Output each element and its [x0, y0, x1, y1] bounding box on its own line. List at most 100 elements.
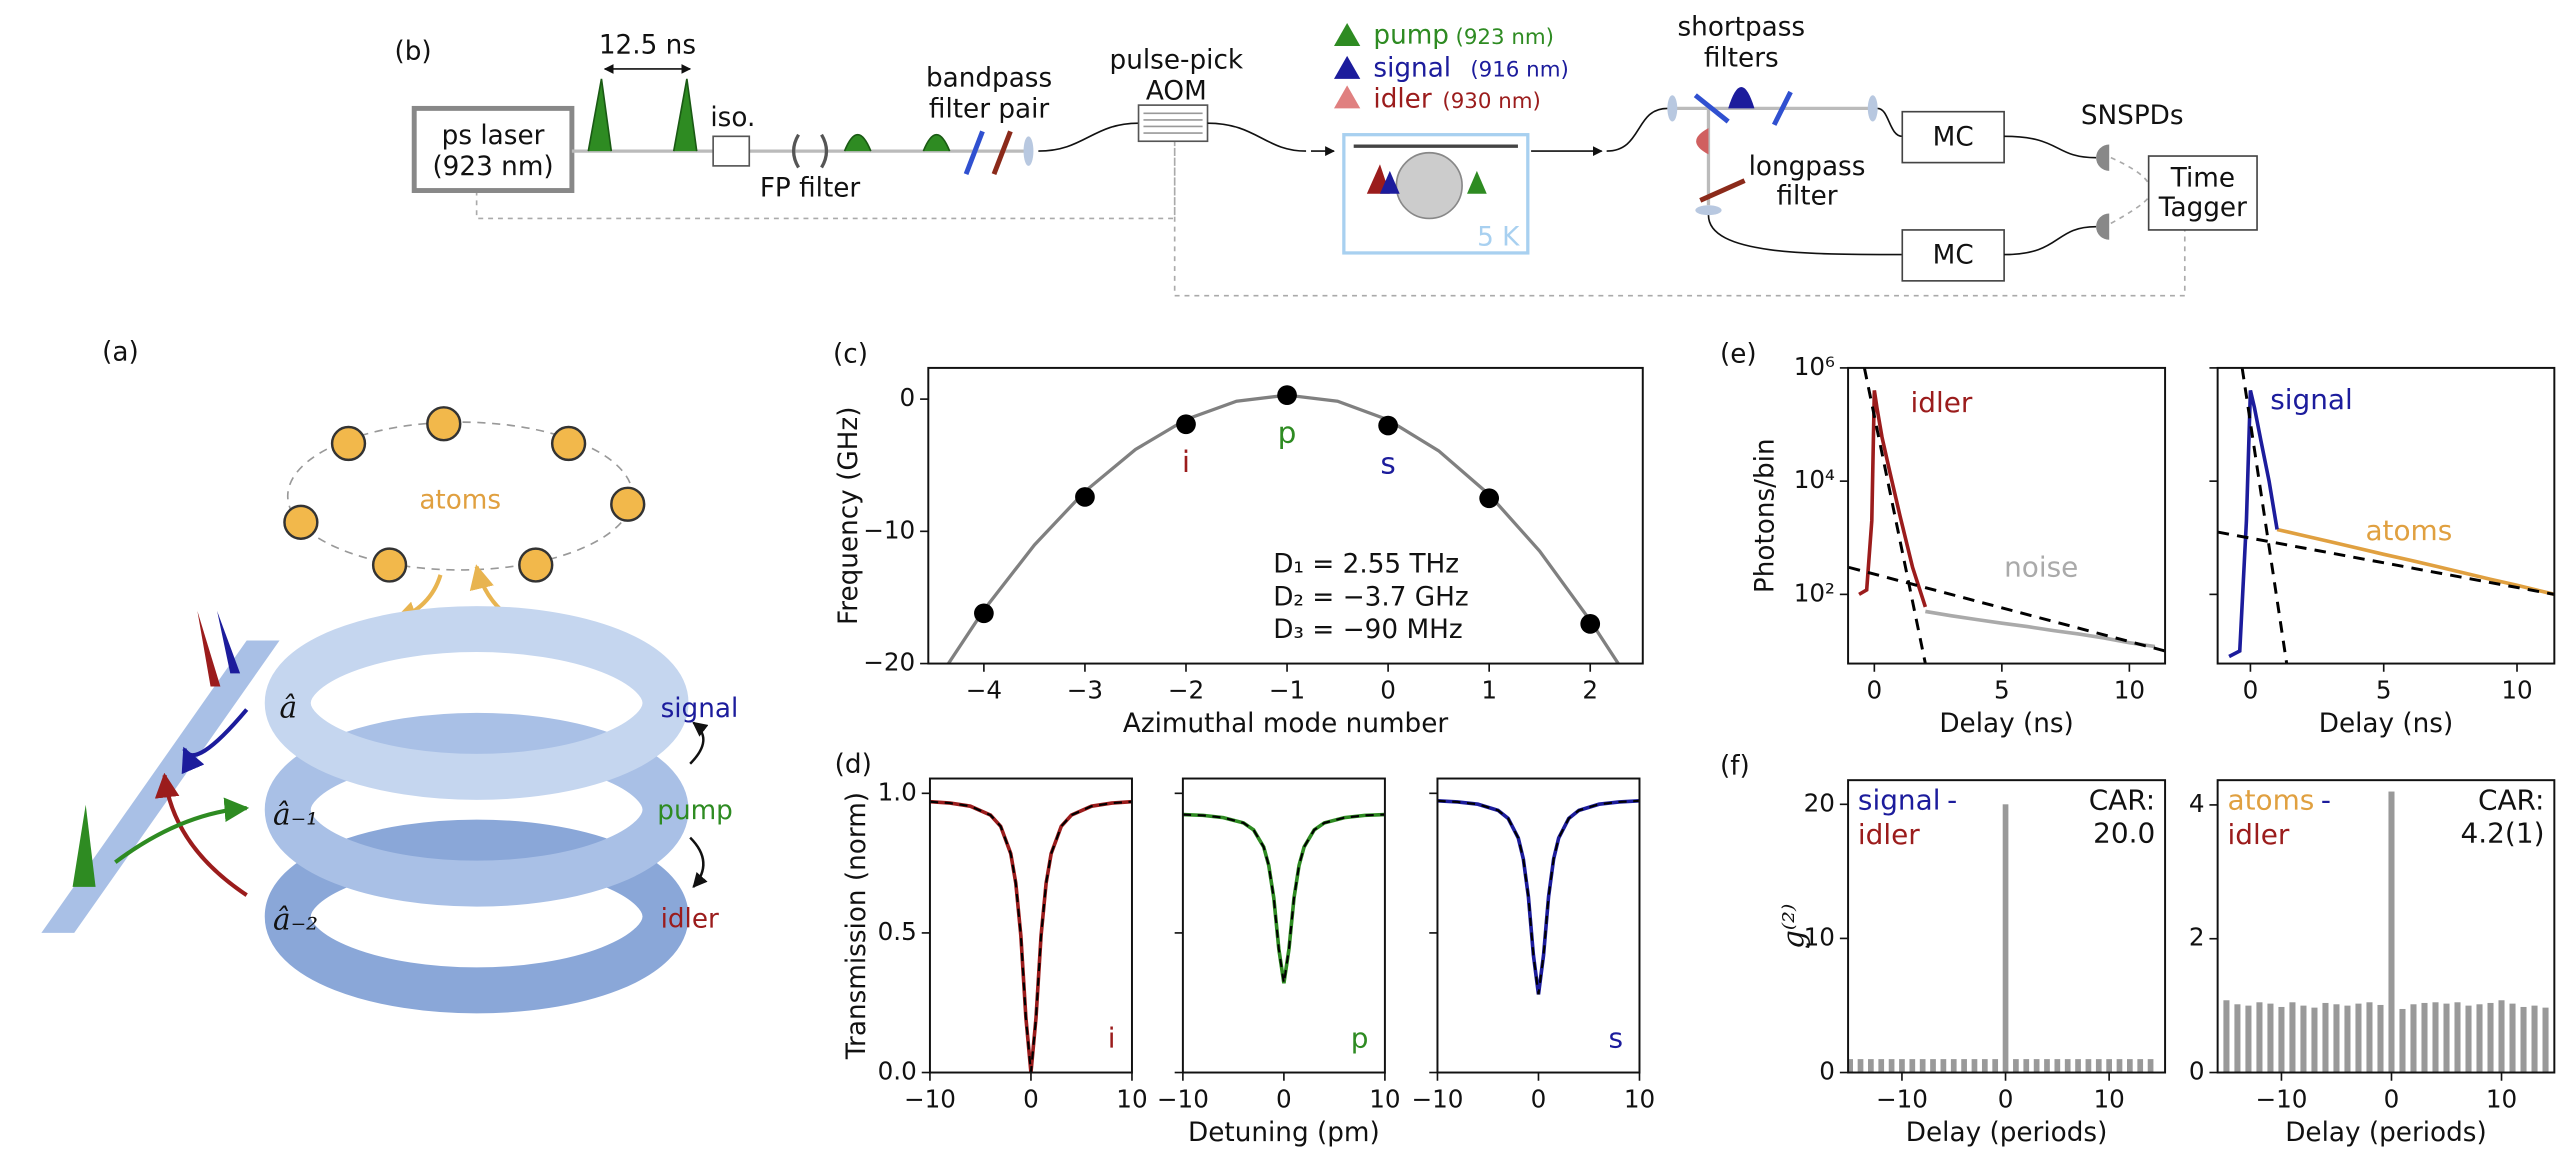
bar [2399, 1008, 2406, 1073]
panel-label: (c) [833, 339, 868, 369]
bar [1992, 1059, 1999, 1073]
x-tick-label: 2 [1582, 675, 1598, 704]
bar [2023, 1059, 2030, 1073]
detectors-label: SNSPDs [2081, 101, 2184, 131]
fiber [1877, 107, 1903, 138]
bar [2013, 1059, 2019, 1073]
laser-label: (923 nm) [432, 152, 553, 182]
isolator-label: iso. [710, 103, 755, 133]
bar [2509, 1003, 2516, 1073]
atom [518, 547, 554, 583]
bar [2520, 1006, 2527, 1073]
ring-mode [264, 606, 689, 800]
bandpass-filter [963, 130, 985, 175]
x-axis-label: Detuning (pm) [1188, 1118, 1380, 1148]
fit-line [1862, 367, 1927, 664]
shortpass-filter [1771, 90, 1793, 126]
x-tick-label: −10 [1876, 1084, 1928, 1113]
microring [1395, 151, 1463, 220]
x-tick-label: 10 [2093, 1084, 2124, 1113]
pair-label: - [2321, 784, 2331, 817]
pulse [217, 610, 241, 674]
lens [1023, 136, 1034, 166]
legend-label: pump [1373, 21, 1449, 51]
laser-label: ps laser [442, 121, 545, 151]
fp-filter-label: FP filter [760, 173, 861, 203]
bandpass-label: bandpass [926, 63, 1052, 93]
shortpass-filter [1693, 93, 1730, 124]
shortpass-label: filters [1704, 44, 1779, 74]
panel-label: (f) [1720, 752, 1750, 782]
bar [2300, 1005, 2307, 1073]
bar [1961, 1059, 1967, 1073]
legend-pulse [1333, 85, 1361, 109]
bar [2267, 1003, 2274, 1073]
x-tick-label: 0 [1023, 1084, 1039, 1113]
y-tick-label: −10 [863, 515, 915, 544]
bar [1919, 1059, 1926, 1073]
plot-area [929, 799, 1132, 1073]
point-label: i [1182, 445, 1190, 479]
data-point [1378, 415, 1398, 436]
fit-line [1182, 813, 1385, 984]
series-label: s [1609, 1022, 1624, 1055]
x-tick-label: 0 [1276, 1084, 1292, 1113]
setup-diagram: (b) ps laser (923 nm) 12.5 ns iso. FP fi… [395, 12, 2258, 297]
x-tick-label: 10 [1624, 1084, 1655, 1113]
legend-label: signal [1373, 53, 1451, 83]
pair-label: - [1947, 784, 1957, 817]
bar [2322, 1002, 2329, 1073]
panel-label: (e) [1720, 339, 1757, 369]
aom-label: AOM [1146, 76, 1207, 106]
x-tick-label: 5 [1994, 675, 2010, 704]
period-label: 12.5 ns [599, 30, 696, 60]
tagger-label: Tagger [2158, 193, 2247, 223]
bar [2137, 1059, 2144, 1073]
bar [1971, 1059, 1978, 1073]
data-line [1182, 812, 1385, 984]
bar [2355, 1003, 2362, 1073]
bar [2245, 1005, 2252, 1073]
x-tick-label: 1 [1481, 675, 1497, 704]
data-point [1580, 614, 1601, 634]
x-tick-label: 10 [2501, 675, 2532, 704]
fit-line [2240, 367, 2289, 664]
bar [2531, 1005, 2538, 1073]
bar [2542, 1007, 2549, 1073]
mode-label: â₋₁ [273, 797, 318, 831]
plot-area [1437, 799, 1640, 995]
bar [1940, 1059, 1947, 1073]
annotation: D₁ = 2.55 THz [1273, 550, 1459, 580]
bar [1888, 1059, 1895, 1073]
fiber [1606, 107, 1668, 152]
x-tick-label: 5 [2376, 675, 2392, 704]
car-label: CAR: [2478, 784, 2545, 817]
data-point [1479, 488, 1500, 509]
atoms-label: atoms [419, 485, 501, 515]
bar [2256, 1002, 2263, 1073]
car-label: CAR: [2089, 784, 2156, 817]
mode-label: â [280, 691, 298, 725]
y-axis-label: Transmission (norm) [842, 792, 872, 1060]
panel-label: (b) [395, 37, 432, 67]
waveguide [41, 640, 280, 933]
axes-frame [928, 777, 1133, 1074]
bar [1899, 1059, 1905, 1073]
x-tick-label: −10 [2255, 1084, 2307, 1113]
bar [2278, 1006, 2285, 1073]
pulse [1728, 87, 1755, 109]
x-tick-label: −10 [1411, 1084, 1463, 1113]
bar [1868, 1059, 1874, 1073]
legend-label: idler [1373, 85, 1431, 115]
y-axis-label: Photons/bin [1750, 438, 1780, 593]
lens [1695, 205, 1722, 216]
plot-area [1848, 804, 2154, 1073]
bar [2002, 804, 2009, 1073]
bar [1848, 1059, 1853, 1073]
series-label: atoms [2365, 514, 2452, 547]
x-tick-label: −10 [904, 1084, 956, 1113]
bar [2344, 1005, 2351, 1073]
x-tick-label: 0 [2243, 675, 2259, 704]
mode-name: signal [661, 694, 739, 724]
